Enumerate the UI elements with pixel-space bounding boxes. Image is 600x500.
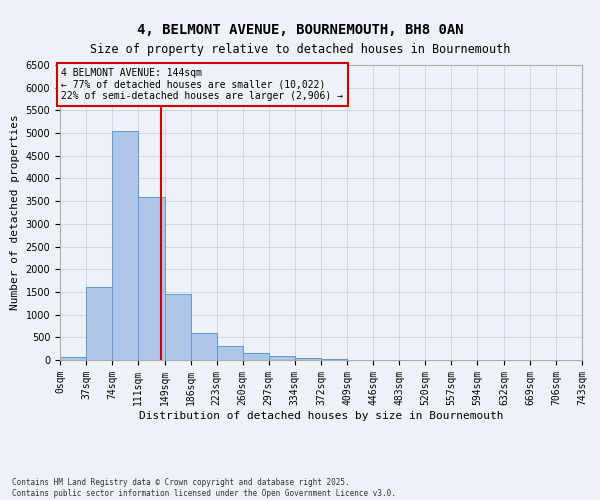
Bar: [191, 333, 217, 360]
Bar: [295, 358, 322, 360]
Bar: [86, 288, 112, 360]
Bar: [164, 294, 191, 360]
X-axis label: Distribution of detached houses by size in Bournemouth: Distribution of detached houses by size …: [139, 410, 503, 420]
Bar: [60, 357, 86, 360]
Bar: [269, 356, 295, 360]
Bar: [242, 353, 269, 360]
Text: 4 BELMONT AVENUE: 144sqm
← 77% of detached houses are smaller (10,022)
22% of se: 4 BELMONT AVENUE: 144sqm ← 77% of detach…: [61, 68, 343, 102]
Bar: [138, 196, 164, 360]
Bar: [217, 346, 242, 360]
Text: Size of property relative to detached houses in Bournemouth: Size of property relative to detached ho…: [90, 42, 510, 56]
Bar: [322, 359, 347, 360]
Bar: [112, 131, 138, 360]
Text: 4, BELMONT AVENUE, BOURNEMOUTH, BH8 0AN: 4, BELMONT AVENUE, BOURNEMOUTH, BH8 0AN: [137, 22, 463, 36]
Text: Contains HM Land Registry data © Crown copyright and database right 2025.
Contai: Contains HM Land Registry data © Crown c…: [12, 478, 396, 498]
Y-axis label: Number of detached properties: Number of detached properties: [10, 114, 20, 310]
